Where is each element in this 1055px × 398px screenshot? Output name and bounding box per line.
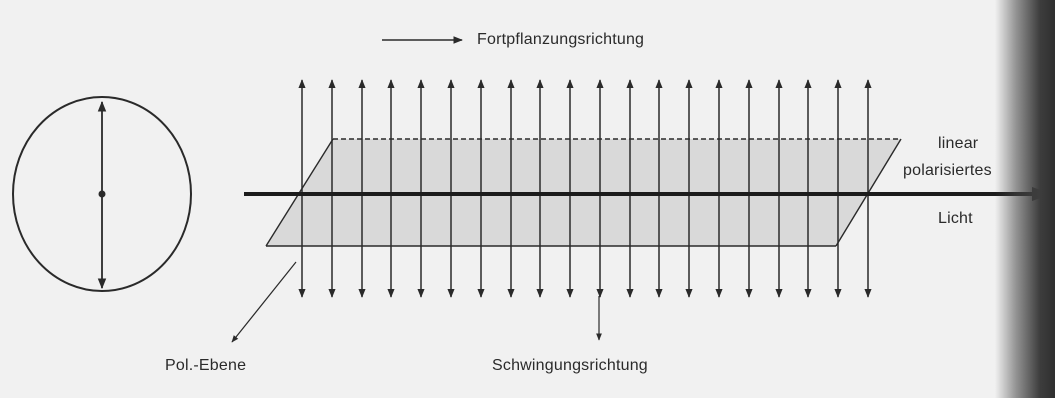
light-label-polarized: polarisiertes [903,162,992,179]
end-view-circle [12,96,192,292]
end-view-center-dot [98,190,106,198]
polarization-plane-pointer [231,261,297,343]
scan-shadow-edge [995,0,1055,398]
light-label-light: Licht [938,210,973,227]
oscillation-direction-label: Schwingungsrichtung [492,357,648,374]
oscillation-arrows-group [298,79,872,298]
propagation-direction-label: Fortpflanzungsrichtung [477,31,645,48]
end-view-circle-group [12,96,192,292]
polarization-plane-label: Pol.-Ebene [165,357,247,374]
light-label-linear: linear [938,135,979,152]
